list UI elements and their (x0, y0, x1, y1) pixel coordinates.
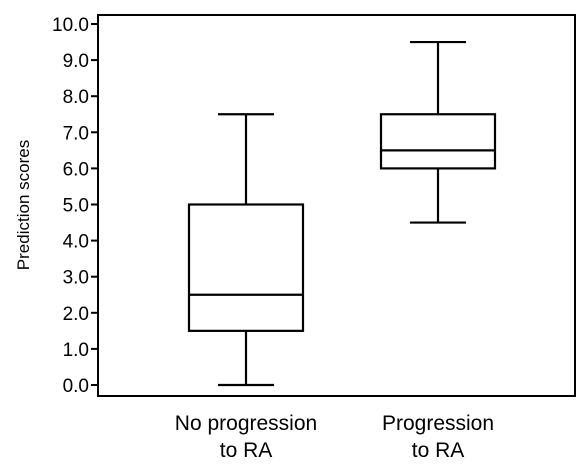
y-tick-label: 4.0 (63, 232, 89, 253)
y-tick-label: 5.0 (63, 196, 89, 217)
y-tick-label: 2.0 (63, 304, 89, 325)
y-tick-label: 8.0 (63, 87, 89, 108)
y-tick-label: 1.0 (63, 340, 89, 361)
y-tick-label: 6.0 (63, 159, 89, 180)
y-tick-label: 0.0 (63, 376, 89, 397)
y-tick-label: 10.0 (52, 15, 89, 36)
y-tick-label: 3.0 (63, 268, 89, 289)
plot-frame (97, 14, 576, 397)
box-group-1 (187, 113, 305, 387)
iqr-box (379, 113, 497, 170)
category-label-2: Progression to RA (382, 412, 494, 462)
y-axis-ticks: 0.0 1.0 2.0 3.0 4.0 5.0 6.0 7.0 8.0 9.0 10.0 (52, 15, 98, 397)
boxes (187, 40, 497, 387)
category-labels: No progression to RA Progression to RA (175, 412, 494, 462)
iqr-box (187, 203, 305, 332)
y-tick-label: 9.0 (63, 51, 89, 72)
y-axis-title: Prediction scores (14, 140, 33, 270)
category-label-1: No progression to RA (175, 412, 317, 462)
y-tick-label: 7.0 (63, 123, 89, 144)
box-group-2 (379, 40, 497, 224)
